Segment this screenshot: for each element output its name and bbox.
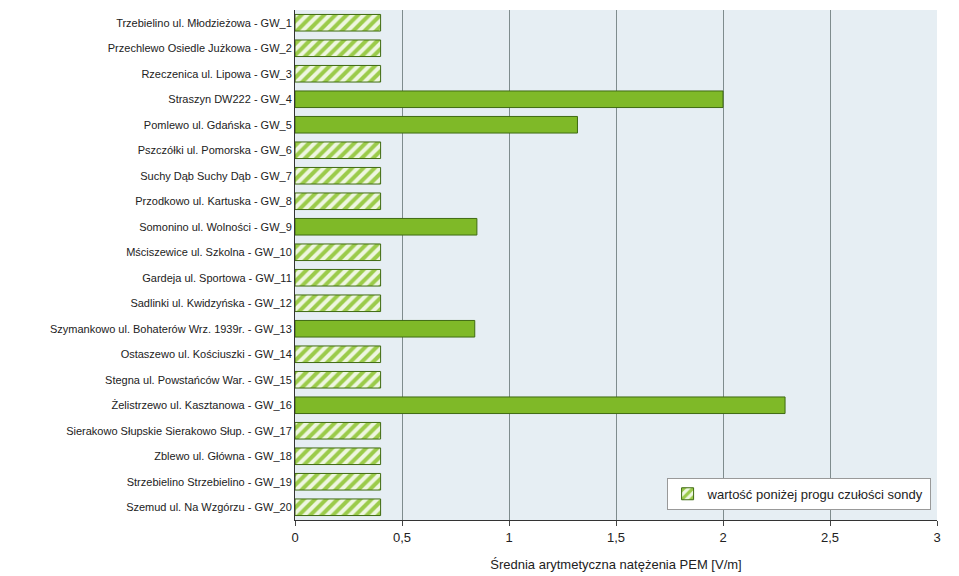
- svg-text:Żelistrzewo ul. Kasztanowa - G: Żelistrzewo ul. Kasztanowa - GW_16: [111, 399, 291, 411]
- svg-text:Gardeja ul. Sportowa - GW_11: Gardeja ul. Sportowa - GW_11: [142, 272, 292, 284]
- svg-text:1,5: 1,5: [607, 530, 625, 545]
- svg-text:Zblewo ul. Główna - GW_18: Zblewo ul. Główna - GW_18: [154, 450, 292, 462]
- svg-text:Przodkowo ul. Kartuska - GW_8: Przodkowo ul. Kartuska - GW_8: [135, 195, 292, 207]
- svg-text:Pomlewo ul. Gdańska - GW_5: Pomlewo ul. Gdańska - GW_5: [144, 119, 292, 131]
- svg-text:Ostaszewo ul. Kościuszki - GW_: Ostaszewo ul. Kościuszki - GW_14: [121, 348, 292, 360]
- svg-text:Rzeczenica ul. Lipowa - GW_3: Rzeczenica ul. Lipowa - GW_3: [141, 68, 291, 80]
- svg-text:2: 2: [719, 530, 726, 545]
- svg-text:3: 3: [933, 530, 940, 545]
- svg-text:Somonino ul. Wolności - GW_9: Somonino ul. Wolności - GW_9: [139, 221, 292, 233]
- svg-text:Trzebielino ul. Młodzieżowa -: Trzebielino ul. Młodzieżowa - GW_1: [116, 17, 292, 29]
- svg-text:Strzebielino Strzebielino - GW: Strzebielino Strzebielino - GW_19: [127, 476, 292, 488]
- svg-text:2,5: 2,5: [821, 530, 839, 545]
- svg-text:wartość poniżej progu czułości: wartość poniżej progu czułości sondy: [707, 487, 923, 502]
- svg-text:Stegna ul. Powstańców War. - G: Stegna ul. Powstańców War. - GW_15: [105, 374, 292, 386]
- svg-text:Szymankowo ul. Bohaterów Wrz.: Szymankowo ul. Bohaterów Wrz. 1939r. - G…: [50, 323, 292, 335]
- svg-text:Szemud ul. Na Wzgórzu - GW_20: Szemud ul. Na Wzgórzu - GW_20: [126, 501, 292, 513]
- svg-text:1: 1: [505, 530, 512, 545]
- svg-text:Suchy Dąb Suchy Dąb - GW_7: Suchy Dąb Suchy Dąb - GW_7: [140, 170, 292, 182]
- svg-text:Sadlinki ul. Kwidzyńska - GW_1: Sadlinki ul. Kwidzyńska - GW_12: [130, 297, 291, 309]
- svg-text:Przechlewo Osiedle Jużkowa - G: Przechlewo Osiedle Jużkowa - GW_2: [108, 42, 292, 54]
- svg-text:Straszyn DW222 - GW_4: Straszyn DW222 - GW_4: [168, 93, 291, 105]
- svg-text:Pszczółki ul. Pomorska - GW_6: Pszczółki ul. Pomorska - GW_6: [138, 144, 292, 156]
- svg-text:Sierakowo Słupskie Sierakowo S: Sierakowo Słupskie Sierakowo Słup. - GW_…: [66, 425, 292, 437]
- svg-text:0: 0: [291, 530, 298, 545]
- svg-text:Średnia arytmetyczna natężenia: Średnia arytmetyczna natężenia PEM [V/m]: [490, 557, 741, 572]
- svg-text:Mściszewice ul. Szkolna - GW_1: Mściszewice ul. Szkolna - GW_10: [126, 246, 292, 258]
- svg-text:0,5: 0,5: [393, 530, 411, 545]
